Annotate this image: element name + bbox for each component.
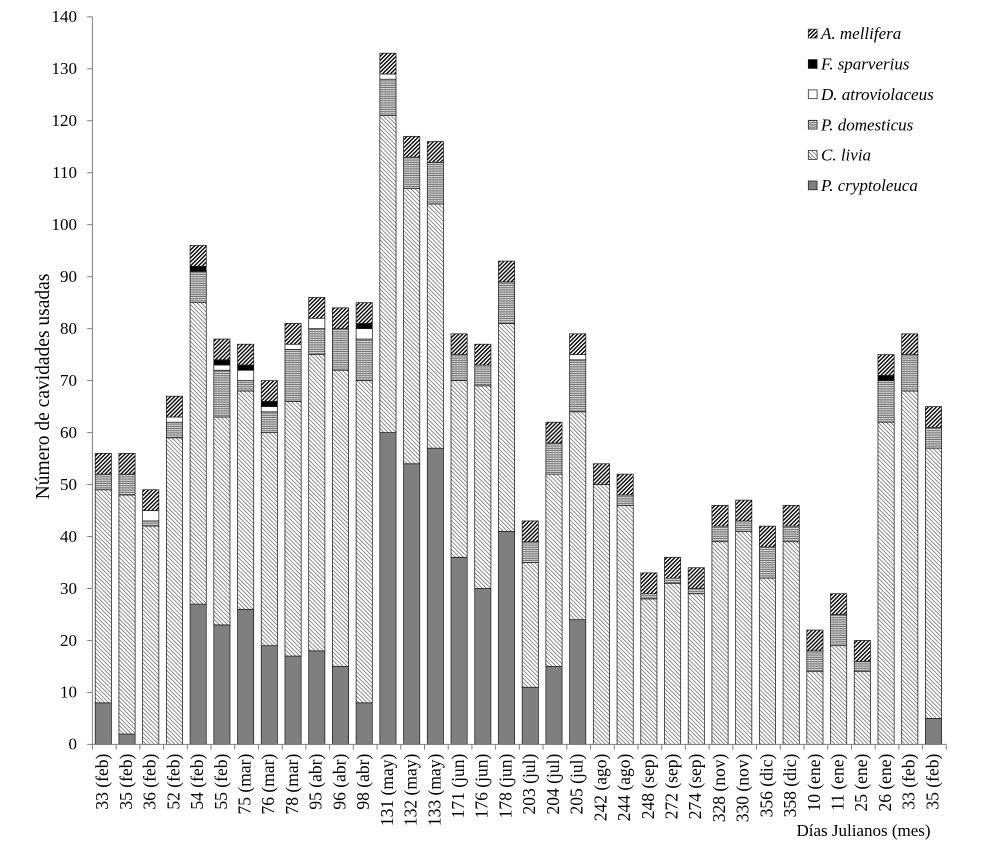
svg-text:33 (feb): 33 (feb) bbox=[92, 754, 112, 810]
svg-text:0: 0 bbox=[69, 735, 78, 754]
svg-text:52 (feb): 52 (feb) bbox=[163, 754, 183, 810]
svg-text:98 (abr): 98 (abr) bbox=[353, 754, 373, 810]
svg-text:60: 60 bbox=[60, 423, 77, 442]
svg-text:54 (feb): 54 (feb) bbox=[187, 754, 207, 810]
svg-text:95 (abr): 95 (abr) bbox=[306, 754, 326, 810]
svg-text:178 (jun): 178 (jun) bbox=[495, 754, 515, 819]
svg-text:75 (mar): 75 (mar) bbox=[235, 754, 255, 815]
svg-text:274 (sep): 274 (sep) bbox=[685, 754, 705, 820]
svg-text:356 (dic): 356 (dic) bbox=[756, 754, 776, 818]
svg-text:110: 110 bbox=[52, 163, 77, 182]
svg-text:26 (ene): 26 (ene) bbox=[875, 754, 895, 812]
svg-text:40: 40 bbox=[60, 527, 77, 546]
svg-text:C. livia: C. livia bbox=[821, 146, 871, 165]
svg-text:248 (sep): 248 (sep) bbox=[638, 754, 658, 820]
svg-text:70: 70 bbox=[60, 371, 77, 390]
svg-text:P. domesticus: P. domesticus bbox=[820, 115, 914, 134]
svg-text:132 (may): 132 (may) bbox=[401, 754, 421, 827]
svg-text:50: 50 bbox=[60, 475, 77, 494]
svg-text:120: 120 bbox=[52, 111, 78, 130]
svg-text:35 (feb): 35 (feb) bbox=[922, 754, 942, 810]
svg-text:330 (nov): 330 (nov) bbox=[733, 754, 753, 823]
svg-text:55 (feb): 55 (feb) bbox=[211, 754, 231, 810]
svg-text:204 (jul): 204 (jul) bbox=[543, 754, 563, 815]
svg-text:140: 140 bbox=[52, 7, 78, 26]
svg-text:Días Julianos (mes): Días Julianos (mes) bbox=[796, 821, 930, 840]
svg-text:244 (ago): 244 (ago) bbox=[614, 754, 634, 822]
svg-text:90: 90 bbox=[60, 267, 77, 286]
svg-text:11 (ene): 11 (ene) bbox=[828, 754, 848, 811]
svg-text:78 (mar): 78 (mar) bbox=[282, 754, 302, 815]
svg-text:33 (feb): 33 (feb) bbox=[899, 754, 919, 810]
svg-text:96 (abr): 96 (abr) bbox=[329, 754, 349, 810]
svg-text:76 (mar): 76 (mar) bbox=[258, 754, 278, 815]
svg-text:D. atroviolaceus: D. atroviolaceus bbox=[820, 85, 934, 104]
svg-text:A. mellifera: A. mellifera bbox=[820, 24, 901, 43]
svg-text:80: 80 bbox=[60, 319, 77, 338]
svg-text:20: 20 bbox=[60, 631, 77, 650]
svg-text:328 (nov): 328 (nov) bbox=[709, 754, 729, 823]
svg-text:35 (feb): 35 (feb) bbox=[116, 754, 136, 810]
svg-text:205 (jul): 205 (jul) bbox=[567, 754, 587, 815]
svg-text:171 (jun): 171 (jun) bbox=[448, 754, 468, 819]
svg-text:F. sparverius: F. sparverius bbox=[820, 55, 910, 74]
svg-text:358 (dic): 358 (dic) bbox=[780, 754, 800, 818]
svg-text:203 (jul): 203 (jul) bbox=[519, 754, 539, 815]
svg-text:133 (may): 133 (may) bbox=[424, 754, 444, 827]
svg-text:10 (ene): 10 (ene) bbox=[804, 754, 824, 812]
svg-text:130: 130 bbox=[52, 59, 78, 78]
svg-text:Número de cavidades usadas: Número de cavidades usadas bbox=[33, 274, 54, 500]
svg-text:25 (ene): 25 (ene) bbox=[851, 754, 871, 812]
svg-text:176 (jun): 176 (jun) bbox=[472, 754, 492, 819]
svg-text:131 (may): 131 (may) bbox=[377, 754, 397, 827]
svg-text:100: 100 bbox=[52, 215, 78, 234]
svg-text:P. cryptoleuca: P. cryptoleuca bbox=[820, 176, 918, 195]
svg-text:242 (ago): 242 (ago) bbox=[590, 754, 610, 822]
svg-text:30: 30 bbox=[60, 579, 77, 598]
svg-text:272 (sep): 272 (sep) bbox=[661, 754, 681, 820]
svg-text:36 (feb): 36 (feb) bbox=[140, 754, 160, 810]
svg-text:10: 10 bbox=[60, 683, 77, 702]
